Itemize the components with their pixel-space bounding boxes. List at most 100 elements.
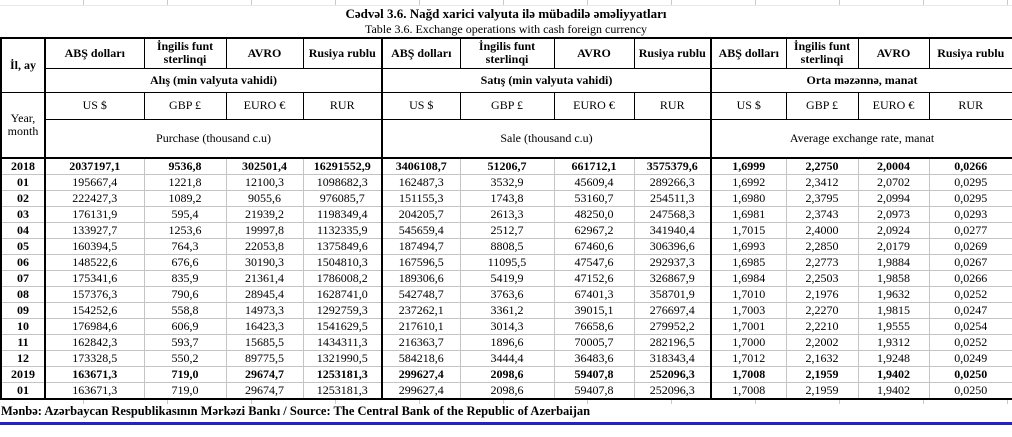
- col-header-gbp-az: İngilis funt sterlinqi: [459, 37, 555, 69]
- table-row: 2019 163671,3 719,0 29674,7 1253181,3 299627,…: [0, 366, 1012, 383]
- cell: 3575379,6: [633, 157, 712, 175]
- cell: 3763,6: [459, 286, 555, 303]
- row-period: 02: [0, 190, 46, 207]
- group-header-sale-en: Sale (thousand c.u): [381, 118, 712, 159]
- cell: 0,0252: [928, 286, 1012, 303]
- group-header-rate-en: Average exchange rate, manat: [710, 118, 1012, 159]
- cell: 28945,4: [225, 286, 304, 303]
- cell: 29674,7: [225, 366, 304, 383]
- col-header-gbp-code: GBP £: [785, 91, 859, 120]
- row-period: 07: [0, 270, 46, 287]
- cell: 162487,3: [381, 174, 461, 191]
- group-header-rate-az: Orta məzənnə, manat: [710, 67, 1012, 93]
- cell: 47152,6: [553, 270, 635, 287]
- cell: 1,6993: [710, 238, 787, 255]
- cell: 1,9632: [857, 286, 930, 303]
- cell: 2,3795: [785, 190, 859, 207]
- cell: 292937,3: [633, 254, 712, 271]
- row-period: 2018: [0, 157, 46, 175]
- cell: 195667,4: [44, 174, 145, 191]
- cell: 2,1959: [785, 382, 859, 400]
- cell: 299627,4: [381, 366, 461, 383]
- cell: 584218,6: [381, 350, 461, 367]
- cell: 279952,2: [633, 318, 712, 335]
- cell: 2,2773: [785, 254, 859, 271]
- cell: 2,2270: [785, 302, 859, 319]
- cell: 12100,3: [225, 174, 304, 191]
- cell: 22053,8: [225, 238, 304, 255]
- cell: 0,0267: [928, 254, 1012, 271]
- table-row: 05 160394,5 764,3 22053,8 1375849,6 187494,7 8…: [0, 238, 1012, 255]
- cell: 0,0295: [928, 174, 1012, 191]
- row-period: 01: [0, 174, 46, 191]
- cell: 48250,0: [553, 206, 635, 223]
- cell: 2,1632: [785, 350, 859, 367]
- cell: 1,6984: [710, 270, 787, 287]
- cell: 558,8: [143, 302, 227, 319]
- bottom-accent-line: [0, 422, 1012, 425]
- cell: 247568,3: [633, 206, 712, 223]
- cell: 593,7: [143, 334, 227, 351]
- cell: 39015,1: [553, 302, 635, 319]
- col-header-usd-az: ABŞ dolları: [44, 37, 145, 69]
- cell: 2098,6: [459, 382, 555, 400]
- col-header-usd-code: US $: [44, 91, 145, 120]
- cell: 1,9858: [857, 270, 930, 287]
- period-header-en: Year, month: [0, 91, 46, 159]
- row-period: 09: [0, 302, 46, 319]
- cell: 299627,4: [381, 382, 461, 400]
- cell: 217610,1: [381, 318, 461, 335]
- cell: 19997,8: [225, 222, 304, 239]
- cell: 1,7000: [710, 334, 787, 351]
- cell: 595,4: [143, 206, 227, 223]
- col-header-gbp-az: İngilis funt sterlinqi: [143, 37, 227, 69]
- row-period: 05: [0, 238, 46, 255]
- cell: 53160,7: [553, 190, 635, 207]
- cell: 1,7008: [710, 366, 787, 383]
- table-title-en: Table 3.6. Exchange operations with cash…: [364, 22, 648, 36]
- cell: 835,9: [143, 270, 227, 287]
- cell: 318343,4: [633, 350, 712, 367]
- cell: 148522,6: [44, 254, 145, 271]
- cell: 0,0295: [928, 190, 1012, 207]
- col-header-usd-az: ABŞ dolları: [710, 37, 787, 69]
- gridline-strip: [0, 0, 1012, 6]
- cell: 14973,3: [225, 302, 304, 319]
- cell: 3444,4: [459, 350, 555, 367]
- table-row: 01 163671,3 719,0 29674,7 1253181,3 299627,4 2…: [0, 382, 1012, 400]
- col-header-eur-az: AVRO: [225, 37, 304, 69]
- cell: 16423,3: [225, 318, 304, 335]
- cell: 167596,5: [381, 254, 461, 271]
- table-row: 12 173328,5 550,2 89775,5 1321990,5 584218,6 3…: [0, 350, 1012, 367]
- cell: 1132335,9: [302, 222, 383, 239]
- cell: 89775,5: [225, 350, 304, 367]
- cell: 306396,6: [633, 238, 712, 255]
- col-header-eur-code: EURO €: [553, 91, 635, 120]
- cell: 70005,7: [553, 334, 635, 351]
- cell: 289266,3: [633, 174, 712, 191]
- cell: 1098682,3: [302, 174, 383, 191]
- cell: 133927,7: [44, 222, 145, 239]
- cell: 59407,8: [553, 382, 635, 400]
- cell: 276697,4: [633, 302, 712, 319]
- cell: 1,6999: [710, 157, 787, 175]
- exchange-operations-table: İl, ay ABŞ dolları İngilis funt sterlinq…: [0, 37, 1012, 400]
- cell: 2512,7: [459, 222, 555, 239]
- cell: 1434311,3: [302, 334, 383, 351]
- col-header-rur-az: Rusiya rublu: [928, 37, 1012, 69]
- cell: 719,0: [143, 382, 227, 400]
- cell: 0,0249: [928, 350, 1012, 367]
- cell: 47547,6: [553, 254, 635, 271]
- cell: 51206,7: [459, 157, 555, 175]
- cell: 0,0266: [928, 157, 1012, 175]
- cell: 2,1976: [785, 286, 859, 303]
- table-row: 01 195667,4 1221,8 12100,3 1098682,3 162487,3…: [0, 174, 1012, 191]
- row-period: 2019: [0, 366, 46, 383]
- cell: 176984,6: [44, 318, 145, 335]
- cell: 2,2210: [785, 318, 859, 335]
- cell: 1,6985: [710, 254, 787, 271]
- cell: 15685,5: [225, 334, 304, 351]
- row-period: 12: [0, 350, 46, 367]
- cell: 0,0250: [928, 366, 1012, 383]
